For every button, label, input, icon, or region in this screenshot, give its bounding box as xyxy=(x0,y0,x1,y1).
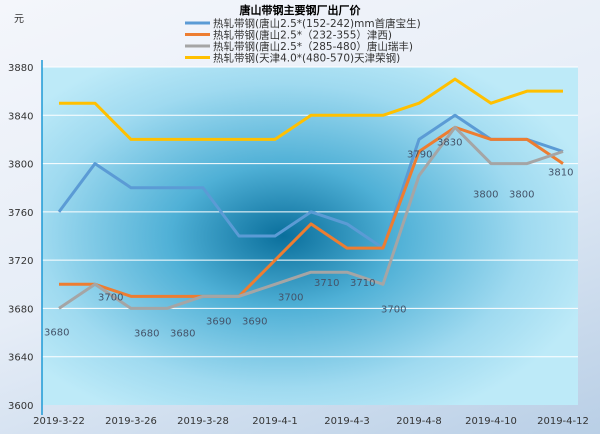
y-tick-label: 3800 xyxy=(8,160,33,171)
series-line xyxy=(57,113,564,250)
x-tick-label: 2019-3-26 xyxy=(105,416,157,427)
x-tick-label: 2019-4-1 xyxy=(252,416,297,427)
data-point xyxy=(490,102,493,105)
series-0 xyxy=(57,113,564,250)
data-point xyxy=(238,138,241,141)
data-point xyxy=(238,235,241,238)
data-point xyxy=(58,283,61,286)
data-point xyxy=(58,307,61,310)
data-point xyxy=(454,126,457,129)
data-label: 3790 xyxy=(407,150,432,161)
series-line xyxy=(58,125,564,310)
data-label: 3710 xyxy=(350,278,375,289)
plot-area xyxy=(42,67,578,405)
y-tick-label: 3880 xyxy=(8,63,33,74)
data-point xyxy=(58,210,61,213)
data-point xyxy=(526,138,529,141)
data-point xyxy=(418,138,421,141)
y-tick-label: 3720 xyxy=(8,256,33,267)
data-point xyxy=(130,307,133,310)
data-point xyxy=(454,78,457,81)
data-point xyxy=(490,138,493,141)
data-label: 3800 xyxy=(509,190,534,201)
data-label: 3680 xyxy=(44,327,69,338)
data-label: 3690 xyxy=(242,316,267,327)
data-point xyxy=(130,295,133,298)
x-tick-label: 2019-4-3 xyxy=(324,416,369,427)
legend-entry: 热轧带钢(唐山2.5*（232-355）津西) xyxy=(213,29,392,42)
data-point xyxy=(310,222,313,225)
data-label: 3680 xyxy=(170,328,195,339)
data-label: 3700 xyxy=(98,292,123,303)
data-point xyxy=(418,174,421,177)
x-tick-label: 2019-3-22 xyxy=(33,416,85,427)
data-point xyxy=(166,295,169,298)
series-1 xyxy=(58,125,565,298)
data-point xyxy=(58,102,61,105)
y-tick-label: 3760 xyxy=(8,208,33,219)
data-point xyxy=(382,283,385,286)
data-point xyxy=(166,307,169,310)
data-point xyxy=(202,138,205,141)
x-tick-label: 2019-4-10 xyxy=(465,416,517,427)
y-axis-label: 元 xyxy=(14,14,24,25)
data-point xyxy=(94,162,97,165)
data-label: 3680 xyxy=(134,328,159,339)
series-line xyxy=(59,125,564,298)
legend-entry: 热轧带钢(天津4.0*(480-570)天津荣钢) xyxy=(213,52,400,65)
data-point xyxy=(202,186,205,189)
y-tick-label: 3640 xyxy=(8,353,33,364)
data-point xyxy=(130,186,133,189)
data-point xyxy=(526,162,529,165)
legend-entry: 热轧带钢(唐山2.5*（285-480）唐山瑞丰) xyxy=(213,40,413,53)
data-point xyxy=(274,138,277,141)
data-point xyxy=(130,138,133,141)
data-label: 3700 xyxy=(278,292,303,303)
series-2 xyxy=(58,125,565,310)
data-point xyxy=(166,186,169,189)
data-label: 3690 xyxy=(206,316,231,327)
data-label: 3810 xyxy=(548,168,573,179)
data-point xyxy=(418,102,421,105)
data-point xyxy=(310,114,313,117)
data-point xyxy=(274,259,277,262)
data-point xyxy=(238,295,241,298)
data-point xyxy=(346,114,349,117)
data-label: 3700 xyxy=(381,304,406,315)
data-point xyxy=(166,138,169,141)
legend-entry: 热轧带钢(唐山2.5*(152-242)mm首唐宝生) xyxy=(213,17,421,30)
y-tick-label: 3840 xyxy=(8,111,33,122)
data-point xyxy=(562,162,565,165)
data-label: 3800 xyxy=(473,190,498,201)
data-label: 3830 xyxy=(437,137,462,148)
data-point xyxy=(274,283,277,286)
chart-title: 唐山带钢主要钢厂出厂价 xyxy=(240,3,362,17)
data-point xyxy=(346,271,349,274)
data-point xyxy=(94,283,97,286)
data-point xyxy=(310,210,313,213)
data-label: 3710 xyxy=(314,278,339,289)
data-point xyxy=(490,162,493,165)
series-line xyxy=(59,77,563,141)
data-point xyxy=(382,247,385,250)
series-3 xyxy=(58,77,565,141)
data-point xyxy=(274,235,277,238)
data-point xyxy=(526,90,529,93)
data-point xyxy=(562,90,565,93)
data-point xyxy=(346,222,349,225)
y-tick-label: 3600 xyxy=(8,401,33,412)
data-point xyxy=(454,114,457,117)
x-tick-label: 2019-4-12 xyxy=(537,416,589,427)
data-point xyxy=(382,114,385,117)
data-point xyxy=(310,271,313,274)
y-tick-label: 3680 xyxy=(8,304,33,315)
data-point xyxy=(562,150,565,153)
data-point xyxy=(202,295,205,298)
x-tick-label: 2019-3-28 xyxy=(177,416,229,427)
x-tick-label: 2019-4-8 xyxy=(396,416,441,427)
data-point xyxy=(94,102,97,105)
data-point xyxy=(346,247,349,250)
